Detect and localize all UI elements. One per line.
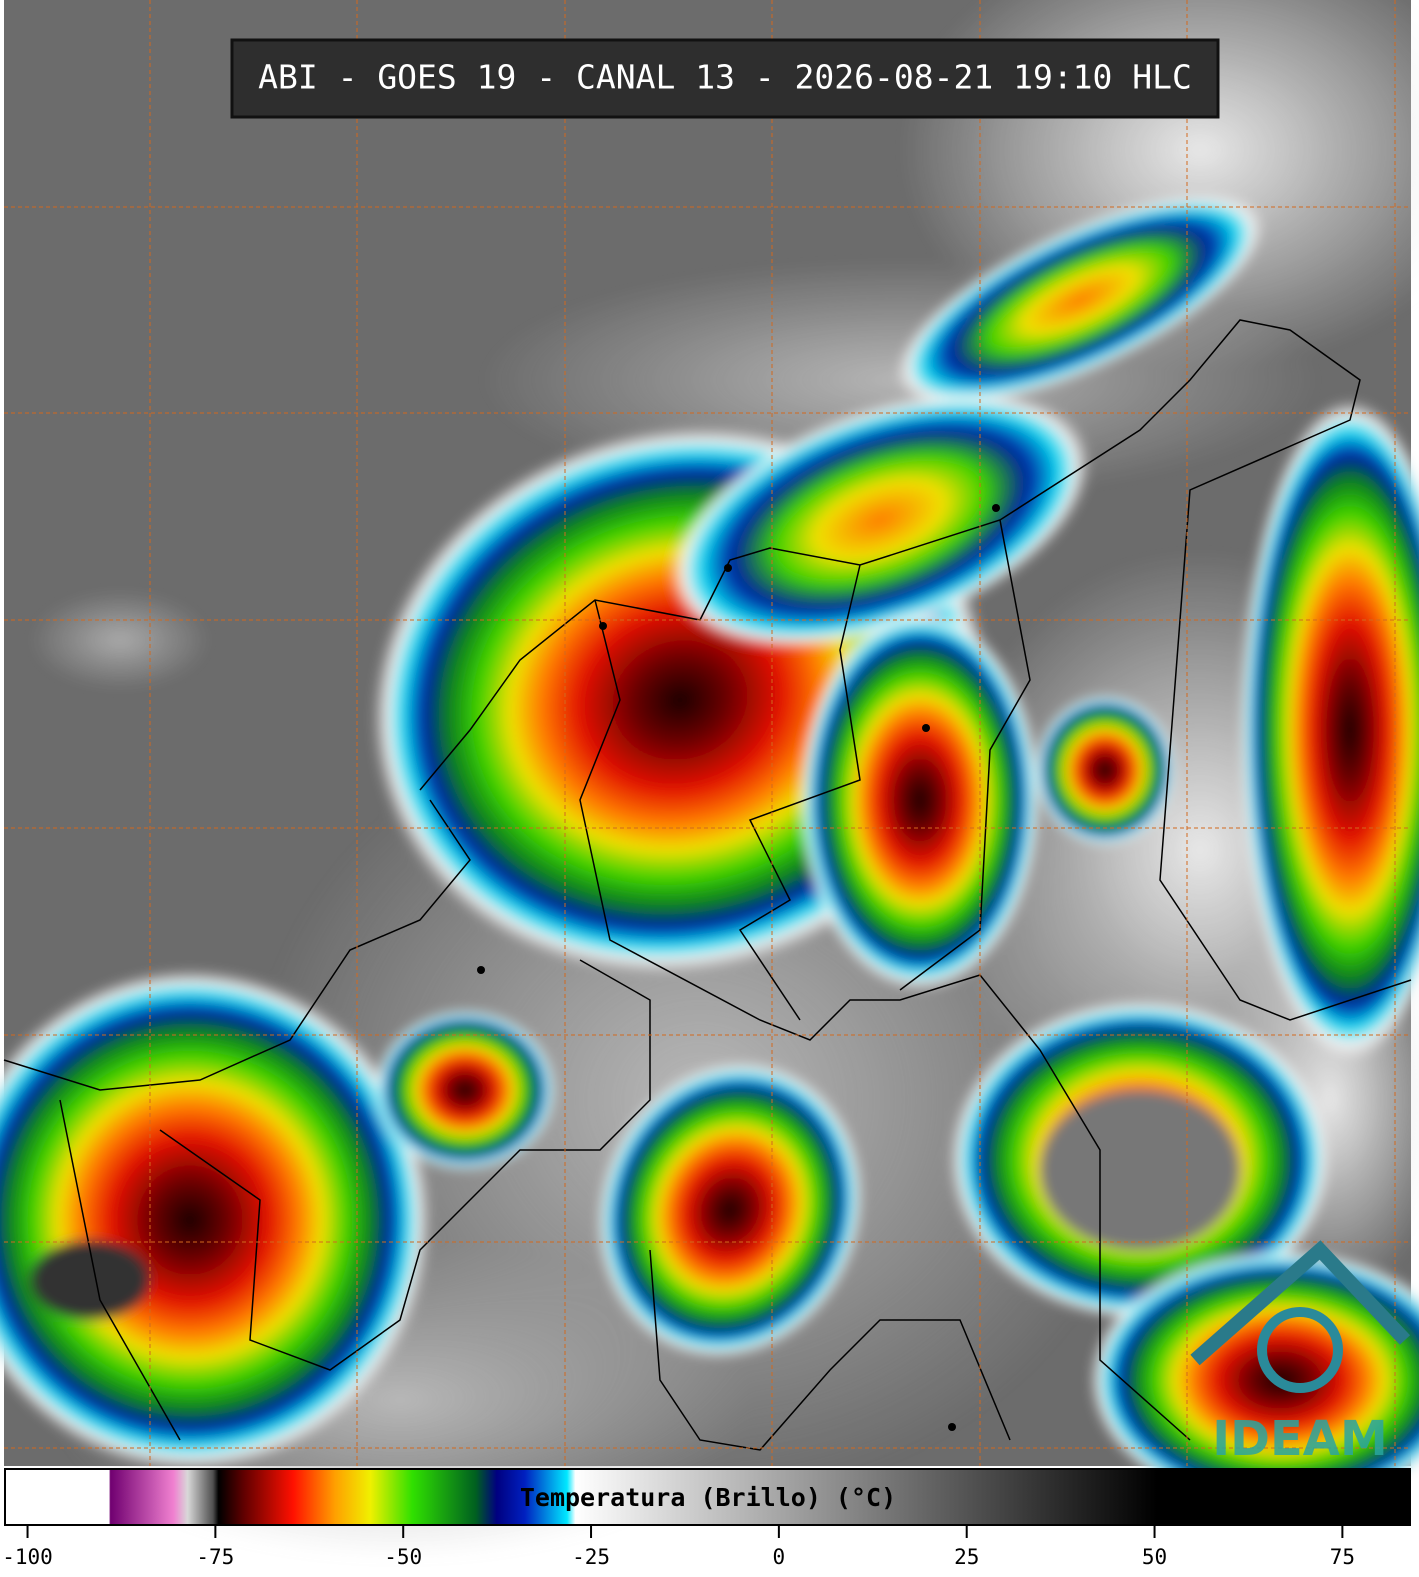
tick-label: 0	[773, 1545, 786, 1569]
title-box: ABI - GOES 19 - CANAL 13 - 2026-08-21 19…	[230, 38, 1220, 119]
colorbar-label: Temperatura (Brillo) (°C)	[520, 1483, 896, 1512]
logo-text: IDEAM	[1212, 1411, 1387, 1467]
tick-label: -75	[196, 1545, 234, 1569]
colorbar: Temperatura (Brillo) (°C) -100 -75 -50 -25 0…	[2, 1468, 1411, 1569]
tick-label: 50	[1142, 1545, 1167, 1569]
tick-label: -50	[384, 1545, 422, 1569]
logo: IDEAM	[1190, 1240, 1411, 1467]
lat-lon-grid	[4, 0, 1411, 1466]
title: ABI - GOES 19 - CANAL 13 - 2026-08-21 19…	[258, 58, 1192, 97]
tick-label: 25	[954, 1545, 979, 1569]
tick-label: -100	[2, 1545, 53, 1569]
tick-label: 75	[1330, 1545, 1355, 1569]
tick-label: -25	[572, 1545, 610, 1569]
